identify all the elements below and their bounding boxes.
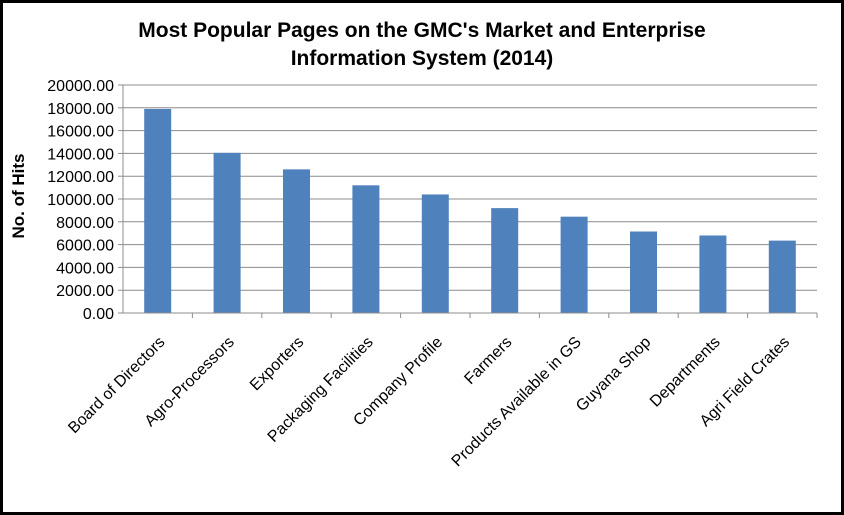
bar xyxy=(768,240,796,313)
bar xyxy=(352,185,380,313)
y-tick-label: 2000.00 xyxy=(56,283,114,300)
y-axis-label: No. of Hits xyxy=(9,154,28,239)
y-tick-label: 20000.00 xyxy=(47,78,114,95)
x-tick-label: Departments xyxy=(647,334,724,411)
x-tick-label: Products Available in GS xyxy=(449,334,585,470)
y-tick-label: 4000.00 xyxy=(56,260,114,277)
y-tick-label: 16000.00 xyxy=(47,124,114,141)
bar xyxy=(560,216,588,313)
y-tick-label: 14000.00 xyxy=(47,146,114,163)
y-tick-label: 0.00 xyxy=(83,306,114,323)
y-tick-label: 6000.00 xyxy=(56,238,114,255)
x-tick-label: Guyana Shop xyxy=(573,334,654,415)
x-tick-label: Farmers xyxy=(461,334,515,388)
y-tick-labels: 0.00 2000.00 4000.00 6000.00 8000.00 10000.00… xyxy=(47,78,114,323)
x-tick-label: Exporters xyxy=(247,334,307,394)
bar xyxy=(491,208,519,313)
bar xyxy=(144,108,172,313)
y-tick-label: 12000.00 xyxy=(47,169,114,186)
y-tick-label: 10000.00 xyxy=(47,192,114,209)
chart-title-line-2: Information System (2014) xyxy=(290,47,554,70)
bar xyxy=(421,194,449,313)
chart-title: Most Popular Pages on the GMC's Market a… xyxy=(0,17,844,73)
chart-title-line-1: Most Popular Pages on the GMC's Market a… xyxy=(138,19,706,42)
bar xyxy=(630,231,657,313)
y-tick-label: 8000.00 xyxy=(56,215,114,232)
bars xyxy=(144,108,796,313)
bar xyxy=(699,235,727,313)
bar xyxy=(213,152,241,313)
y-tick-label: 18000.00 xyxy=(47,101,114,118)
bar xyxy=(283,169,310,313)
